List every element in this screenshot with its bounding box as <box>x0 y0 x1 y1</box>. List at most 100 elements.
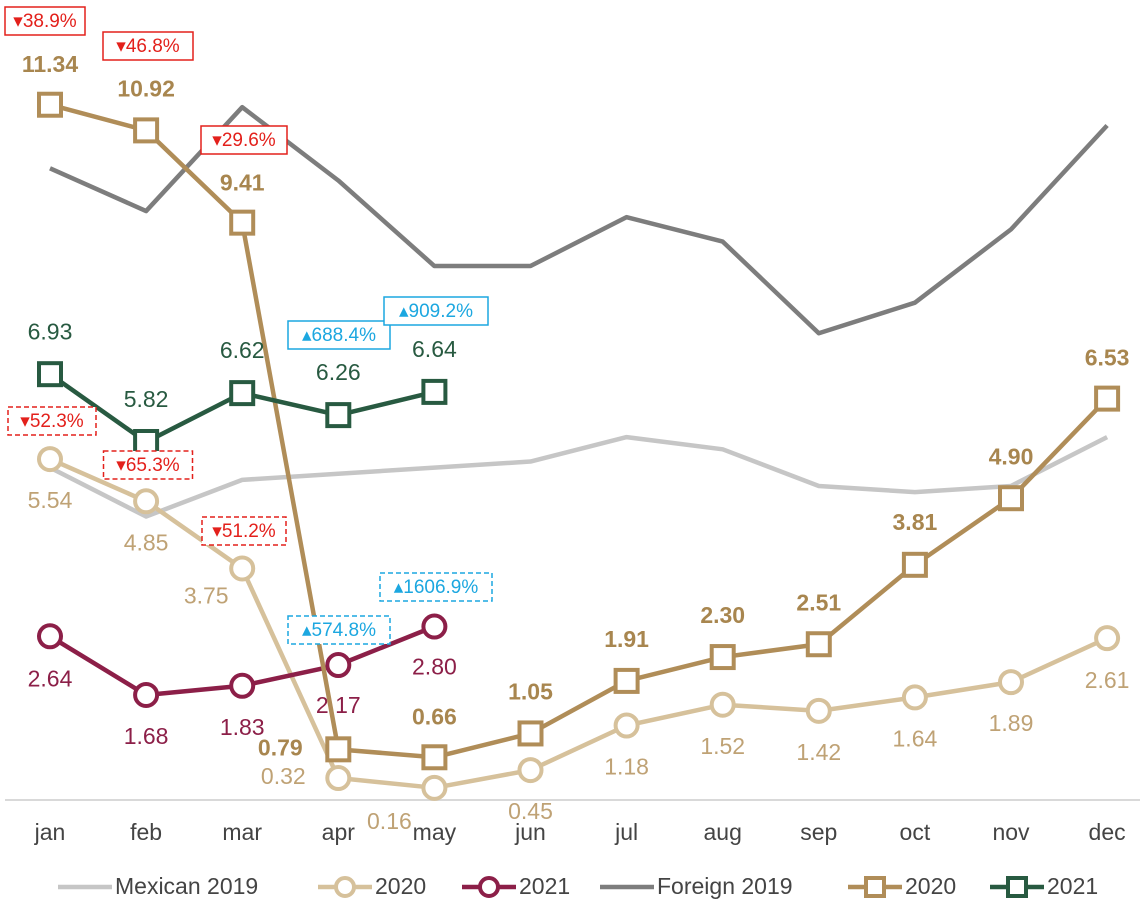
data-label: 5.82 <box>124 386 169 412</box>
series <box>48 434 1109 519</box>
annotation-box <box>102 450 194 480</box>
data-label: 1.91 <box>604 626 649 652</box>
x-tick-label: feb <box>130 819 162 845</box>
legend-item: 2020 <box>848 873 956 899</box>
annotation-box <box>201 516 287 546</box>
annotation-box <box>200 125 288 155</box>
x-tick-label: dec <box>1089 819 1126 845</box>
point <box>37 446 63 473</box>
data-label: 6.26 <box>316 359 361 385</box>
annotation: ▾46.8% <box>102 31 194 61</box>
annotation: ▾38.9% <box>4 6 86 36</box>
data-label: 5.54 <box>28 487 73 513</box>
legend-label: Foreign 2019 <box>657 873 793 899</box>
data-label: 2.17 <box>316 692 361 718</box>
point <box>709 691 736 718</box>
annotation-text: ▴688.4% <box>302 325 376 346</box>
point <box>133 681 160 708</box>
data-label: 6.64 <box>412 336 457 362</box>
legend-marker <box>334 876 356 898</box>
point <box>325 765 352 792</box>
data-label: 9.41 <box>220 170 265 196</box>
point <box>133 117 160 144</box>
legend-marker <box>478 876 500 898</box>
series: 6.93 5.82 6.62 6.26 6.64 <box>28 318 457 455</box>
annotation-text: ▴1606.9% <box>394 577 479 598</box>
data-label: 4.90 <box>989 443 1034 469</box>
data-label: 2.30 <box>700 602 745 628</box>
point <box>325 402 352 429</box>
data-label: 6.53 <box>1085 345 1130 371</box>
point <box>37 361 63 388</box>
data-label: 4.85 <box>124 529 169 555</box>
data-label: 6.62 <box>220 337 265 363</box>
x-tick-label: mar <box>222 819 262 845</box>
data-label: 0.79 <box>258 734 303 760</box>
point <box>613 667 640 694</box>
data-label: 0.32 <box>261 763 306 789</box>
series: 5.54 4.85 3.75 0.32 0.16 0.45 1.18 1.52 1.42 1.64… <box>28 446 1130 834</box>
data-label: 1.64 <box>893 725 938 751</box>
data-label: 0.66 <box>412 703 457 729</box>
series-line <box>49 104 1109 336</box>
series-line <box>48 434 1109 519</box>
point <box>517 720 544 747</box>
data-label: 2.80 <box>412 654 457 680</box>
point <box>805 697 832 724</box>
legend-label: 2021 <box>1047 873 1098 899</box>
point <box>613 712 640 739</box>
legend-marker <box>1006 876 1028 898</box>
data-label: 0.16 <box>367 808 412 834</box>
data-label: 11.34 <box>22 51 78 77</box>
x-tick-label: apr <box>322 819 356 845</box>
annotation-box <box>287 320 391 350</box>
legend-item: 2021 <box>462 873 570 899</box>
legend-item: Foreign 2019 <box>600 873 793 899</box>
point <box>229 555 256 582</box>
point <box>37 623 63 650</box>
series: 2.64 1.68 1.83 2.17 2.80 <box>28 613 457 749</box>
x-tick-label: nov <box>992 819 1030 845</box>
data-label: 2.64 <box>28 665 73 691</box>
point <box>37 91 63 118</box>
point <box>517 757 544 784</box>
data-label: 1.52 <box>700 733 745 759</box>
data-label: 1.83 <box>220 714 265 740</box>
series <box>49 104 1109 336</box>
data-label: 2.51 <box>796 589 841 615</box>
annotation-text: ▾52.3% <box>20 411 84 432</box>
data-label: 3.75 <box>184 583 229 609</box>
x-tick-label: jul <box>614 819 638 845</box>
data-label: 1.05 <box>508 679 553 705</box>
data-label: 2.61 <box>1085 667 1130 693</box>
legend-item: 2021 <box>990 873 1098 899</box>
point <box>1094 625 1121 652</box>
point <box>133 428 160 455</box>
data-label: 0.45 <box>508 798 553 824</box>
x-tick-label: sep <box>800 819 837 845</box>
point <box>998 669 1024 696</box>
annotation: ▾52.3% <box>7 406 97 436</box>
point <box>325 652 352 679</box>
annotation-text: ▴574.8% <box>302 620 376 641</box>
annotation-text: ▾65.3% <box>116 455 180 476</box>
annotation-text: ▾29.6% <box>212 130 276 151</box>
data-label: 10.92 <box>117 75 175 101</box>
annotation-box <box>379 572 493 602</box>
point <box>421 774 448 801</box>
annotation-text: ▴909.2% <box>399 301 473 322</box>
annotation-box <box>102 31 194 61</box>
point <box>901 551 928 578</box>
point <box>421 378 448 405</box>
annotation: ▴574.8% <box>287 615 391 645</box>
point <box>421 744 448 771</box>
series-line <box>49 102 1109 760</box>
annotation-text: ▾51.2% <box>212 521 276 542</box>
legend-item: Mexican 2019 <box>58 873 258 899</box>
data-label: 1.68 <box>124 723 169 749</box>
annotation: ▾65.3% <box>102 450 194 480</box>
legend-item: 2020 <box>318 873 426 899</box>
data-label: 1.42 <box>796 739 841 765</box>
